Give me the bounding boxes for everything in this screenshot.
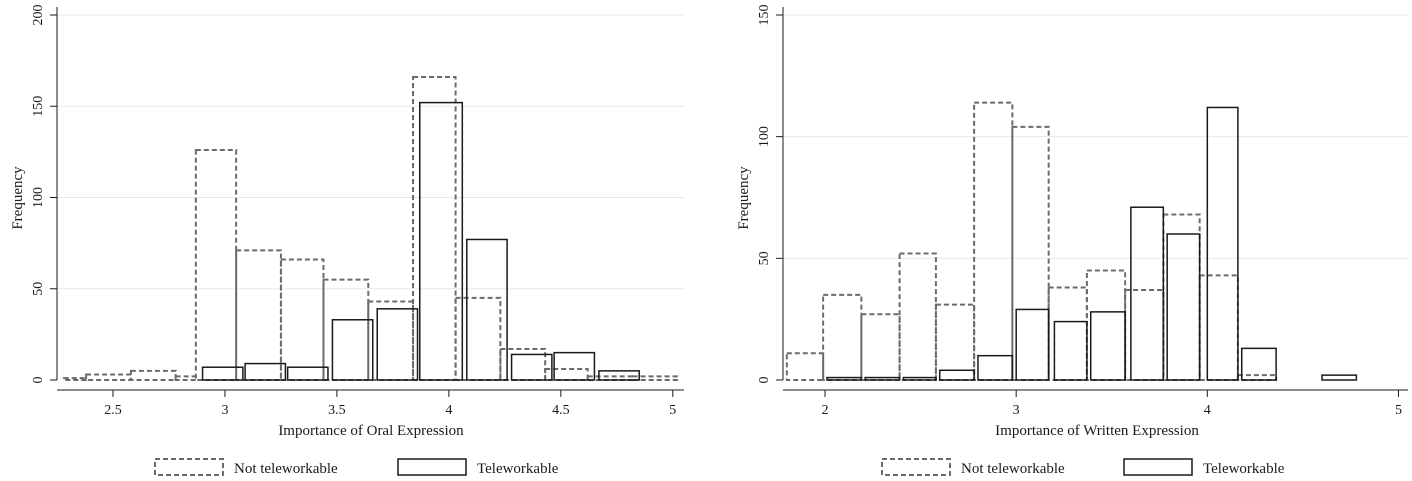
- bar-teleworkable: [1089, 311, 1126, 381]
- legend-label-teleworkable: Teleworkable: [477, 461, 559, 477]
- axes: [56, 7, 684, 391]
- bar-not-teleworkable: [174, 375, 197, 382]
- legend: Not teleworkable Teleworkable: [881, 458, 1285, 477]
- y-tick-label: 50: [31, 282, 46, 296]
- bar-teleworkable: [902, 376, 937, 381]
- x-tick-label: 3: [221, 403, 228, 418]
- y-tick-label: 100: [31, 187, 46, 208]
- x-tick-label: 4: [1204, 403, 1211, 418]
- bar-teleworkable: [376, 308, 419, 381]
- histogram-bars: [62, 76, 679, 382]
- bar-teleworkable: [286, 366, 329, 381]
- x-tick-label: 4: [445, 403, 452, 418]
- bar-not-teleworkable: [860, 313, 901, 381]
- x-tick-label: 2: [822, 403, 829, 418]
- legend-label-not-teleworkable: Not teleworkable: [961, 461, 1065, 477]
- bar-teleworkable: [466, 238, 508, 381]
- bar-teleworkable: [826, 376, 863, 381]
- bar-not-teleworkable: [454, 296, 502, 381]
- legend-swatch-not-teleworkable: [881, 458, 951, 476]
- bar-not-teleworkable: [367, 300, 415, 381]
- bar-teleworkable: [553, 351, 596, 381]
- legend: Not teleworkable Teleworkable: [154, 458, 559, 477]
- bar-teleworkable: [1130, 206, 1165, 381]
- written-expression-chart: 2 3 4 5 0 50 100 150 Importance of Written Exp…: [736, 5, 1408, 477]
- x-axis-title: Importance of Written Expression: [995, 423, 1199, 439]
- x-tick-label: 5: [669, 403, 676, 418]
- x-tick-label: 5: [1395, 403, 1402, 418]
- bar-teleworkable: [244, 362, 287, 381]
- y-axis-ticks: 0 50 100 150 200: [31, 5, 57, 384]
- bar-teleworkable: [864, 376, 901, 381]
- bar-not-teleworkable: [85, 373, 132, 381]
- oral-expression-chart: 2.5 3 3.5 4 4.5 5 0 50 100 150 200 Importance of …: [10, 5, 684, 477]
- bar-teleworkable: [1240, 347, 1277, 381]
- y-tick-label: 100: [757, 126, 772, 147]
- grid-lines: [783, 14, 1408, 259]
- bar-not-teleworkable: [235, 249, 282, 381]
- y-tick-label: 0: [31, 377, 46, 384]
- bar-teleworkable: [201, 366, 244, 381]
- bar-not-teleworkable: [1085, 269, 1127, 381]
- bar-not-teleworkable: [62, 377, 88, 381]
- axes: [782, 7, 1408, 391]
- x-tick-label: 3.5: [328, 403, 346, 418]
- bar-not-teleworkable: [898, 252, 937, 381]
- legend-label-not-teleworkable: Not teleworkable: [234, 461, 338, 477]
- x-axis-ticks: 2 3 4 5: [822, 390, 1402, 418]
- bar-not-teleworkable: [322, 278, 370, 381]
- y-tick-label: 150: [757, 5, 772, 26]
- y-axis-title: Frequency: [736, 166, 752, 230]
- bar-not-teleworkable: [785, 352, 825, 382]
- bar-not-teleworkable: [934, 303, 976, 382]
- bar-teleworkable: [977, 354, 1014, 381]
- bar-teleworkable: [598, 370, 640, 381]
- bar-teleworkable: [510, 353, 553, 381]
- bar-not-teleworkable: [1198, 274, 1239, 381]
- y-tick-label: 0: [757, 377, 772, 384]
- y-tick-label: 50: [757, 251, 772, 265]
- bar-not-teleworkable: [1011, 125, 1050, 381]
- x-tick-label: 3: [1013, 403, 1020, 418]
- grid-lines: [57, 14, 684, 290]
- legend-swatch-not-teleworkable: [154, 458, 224, 476]
- bar-not-teleworkable: [194, 149, 238, 381]
- bar-not-teleworkable: [973, 101, 1014, 381]
- bar-not-teleworkable: [279, 258, 325, 381]
- bar-teleworkable: [1166, 233, 1201, 381]
- x-axis-ticks: 2.5 3 3.5 4 4.5 5: [104, 390, 676, 418]
- x-tick-label: 4.5: [552, 403, 570, 418]
- y-axis-title: Frequency: [10, 166, 26, 230]
- bar-teleworkable: [419, 101, 464, 381]
- bar-teleworkable: [1321, 374, 1358, 381]
- bar-teleworkable: [1015, 308, 1050, 381]
- histogram-bars: [785, 101, 1358, 382]
- bar-not-teleworkable: [1162, 213, 1201, 381]
- bar-not-teleworkable: [822, 293, 863, 382]
- y-axis-ticks: 0 50 100 150: [757, 5, 783, 384]
- legend-label-teleworkable: Teleworkable: [1203, 461, 1285, 477]
- bar-not-teleworkable: [129, 369, 177, 381]
- x-tick-label: 2.5: [104, 403, 122, 418]
- bar-teleworkable: [331, 319, 374, 381]
- bar-teleworkable: [938, 369, 975, 381]
- x-axis-title: Importance of Oral Expression: [278, 423, 464, 439]
- bar-not-teleworkable: [412, 76, 457, 382]
- legend-swatch-teleworkable: [1123, 458, 1193, 476]
- legend-swatch-teleworkable: [397, 458, 467, 476]
- y-tick-label: 200: [31, 5, 46, 26]
- y-tick-label: 150: [31, 96, 46, 117]
- bar-teleworkable: [1206, 106, 1239, 381]
- bar-teleworkable: [1053, 320, 1088, 381]
